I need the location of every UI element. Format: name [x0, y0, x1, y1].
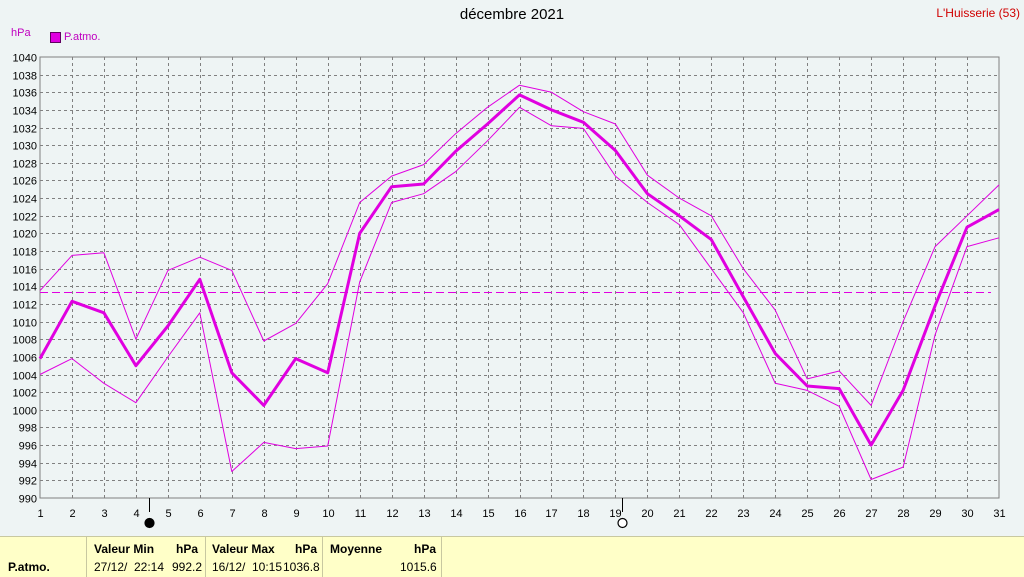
y-tick-label: 994 [19, 459, 37, 471]
y-tick-label: 1026 [13, 176, 37, 188]
min-time: 22:14 [134, 560, 165, 574]
x-tick-label: 19 [609, 508, 621, 520]
min-date: 27/12/ [94, 560, 128, 574]
new-moon-icon [144, 517, 155, 529]
x-tick-label: 17 [545, 508, 557, 520]
y-tick-label: 1000 [13, 406, 37, 418]
y-tick-label: 1008 [13, 335, 37, 347]
series-line-max [39, 84, 1000, 406]
y-tick-label: 1036 [13, 88, 37, 100]
x-tick-label: 27 [865, 508, 877, 520]
max-unit: hPa [295, 542, 318, 556]
y-tick-label: 1002 [13, 388, 37, 400]
x-tick-label: 29 [929, 508, 941, 520]
x-tick-label: 23 [737, 508, 749, 520]
x-tick-label: 18 [577, 508, 589, 520]
y-tick-label: 1004 [13, 371, 37, 383]
x-tick-label: 25 [801, 508, 813, 520]
x-tick-label: 30 [961, 508, 973, 520]
y-tick-label: 1032 [13, 124, 37, 136]
avg-unit: hPa [414, 542, 437, 556]
y-tick-label: 1010 [13, 318, 37, 330]
x-tick-label: 26 [833, 508, 845, 520]
x-tick-label: 15 [482, 508, 494, 520]
x-tick-label: 5 [165, 508, 171, 520]
plot-frame [39, 56, 1000, 499]
y-tick-label: 1016 [13, 265, 37, 277]
min-header: Valeur Min [94, 542, 155, 556]
x-tick-label: 28 [897, 508, 909, 520]
y-tick-label: 1022 [13, 212, 37, 224]
stats-footer: P.atmo. Valeur Min hPa 27/12/ 22:14 992.… [0, 536, 1024, 577]
max-time: 10:15 [252, 560, 283, 574]
footer-divider [322, 537, 323, 577]
x-tick-label: 12 [386, 508, 398, 520]
y-tick-label: 1028 [13, 159, 37, 171]
x-tick-label: 1 [37, 508, 43, 520]
footer-divider [205, 537, 206, 577]
x-tick-label: 8 [261, 508, 267, 520]
x-tick-label: 13 [418, 508, 430, 520]
y-tick-label: 1014 [13, 282, 37, 294]
min-unit: hPa [176, 542, 199, 556]
footer-divider [86, 537, 87, 577]
series-line-mean [38, 93, 1000, 447]
legend-swatch [50, 31, 61, 43]
avg-value: 1015.6 [400, 560, 437, 574]
x-tick-label: 6 [197, 508, 203, 520]
x-tick-label: 10 [322, 508, 334, 520]
x-tick-label: 24 [769, 508, 781, 520]
y-tick-label: 1006 [13, 353, 37, 365]
series-line-min [39, 106, 1000, 480]
y-axis-unit: hPa [11, 27, 31, 39]
y-tick-label: 1024 [13, 194, 37, 206]
max-date: 16/12/ [212, 560, 246, 574]
x-tick-label: 2 [69, 508, 75, 520]
y-tick-label: 1038 [13, 71, 37, 83]
y-tick-label: 1020 [13, 229, 37, 241]
x-tick-label: 7 [229, 508, 235, 520]
footer-row-label: P.atmo. [8, 560, 50, 574]
x-tick-label: 21 [673, 508, 685, 520]
y-tick-label: 1012 [13, 300, 37, 312]
location-label: L'Huisserie (53) [936, 6, 1020, 20]
y-tick-label: 990 [19, 494, 37, 506]
y-tick-label: 996 [19, 441, 37, 453]
legend-label: P.atmo. [64, 31, 101, 43]
y-tick-label: 992 [19, 476, 37, 488]
legend: P.atmo. [50, 31, 101, 43]
min-value: 992.2 [172, 560, 203, 574]
x-tick-label: 11 [355, 508, 366, 520]
chart-title: décembre 2021 [459, 6, 565, 23]
y-tick-label: 1018 [13, 247, 37, 259]
max-header: Valeur Max [212, 542, 275, 556]
pressure-chart: 9909929949969981000100210041006100810101… [13, 53, 1006, 529]
x-tick-label: 16 [514, 508, 526, 520]
x-tick-label: 14 [450, 508, 462, 520]
x-tick-label: 9 [293, 508, 299, 520]
x-tick-label: 4 [133, 508, 139, 520]
x-tick-label: 3 [101, 508, 107, 520]
x-tick-label: 31 [993, 508, 1005, 520]
x-tick-label: 20 [641, 508, 653, 520]
x-tick-label: 22 [705, 508, 717, 520]
max-value: 1036.8 [283, 560, 320, 574]
y-tick-label: 1030 [13, 141, 37, 153]
y-tick-label: 998 [19, 423, 37, 435]
y-tick-label: 1034 [13, 106, 37, 118]
full-moon-icon [617, 517, 628, 529]
y-tick-label: 1040 [13, 53, 37, 65]
footer-divider [441, 537, 442, 577]
avg-header: Moyenne [330, 542, 383, 556]
